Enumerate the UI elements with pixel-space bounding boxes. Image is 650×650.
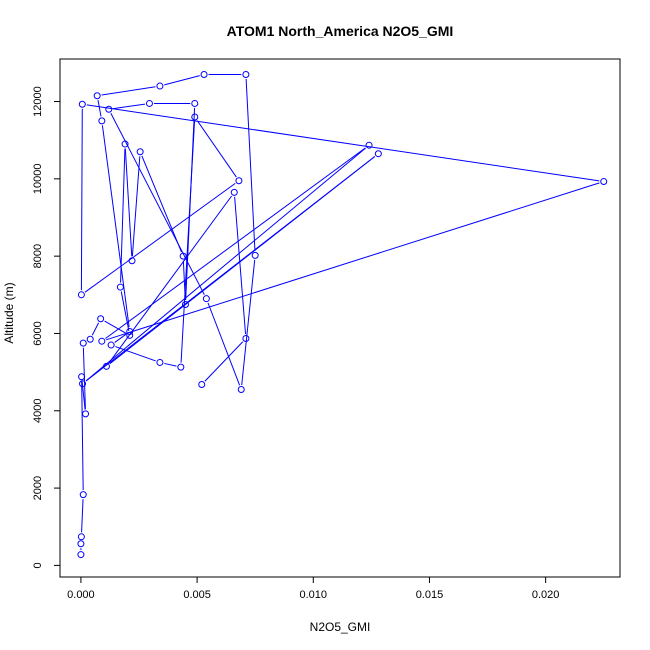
series-segment [81, 381, 86, 410]
series-segment [120, 148, 126, 283]
series-segment [113, 103, 146, 110]
series-segment [105, 147, 366, 339]
series-lines [80, 73, 600, 551]
data-point [126, 331, 134, 339]
y-tick-label: 2000 [32, 476, 44, 500]
series-segment [105, 182, 600, 341]
data-point [93, 92, 101, 100]
data-point [191, 113, 199, 121]
data-point [78, 373, 86, 381]
series-segment [164, 362, 177, 367]
y-axis-label: Altitude (m) [2, 282, 16, 343]
series-segment [81, 499, 84, 533]
data-point [79, 491, 87, 499]
series-segment [141, 155, 182, 253]
x-tick-label: 0.015 [416, 589, 444, 601]
series-segment [120, 291, 130, 332]
data-point [237, 386, 245, 394]
data-point [79, 380, 87, 388]
y-tick-label: 0 [32, 562, 44, 568]
series-segment [196, 120, 237, 178]
data-point [86, 335, 94, 343]
series-segment [80, 108, 83, 291]
data-point [191, 99, 199, 107]
x-tick-label: 0.020 [532, 589, 560, 601]
x-tick-label: 0.000 [67, 589, 95, 601]
data-point [77, 533, 85, 541]
data-point [600, 178, 608, 186]
series-segment [207, 302, 241, 386]
series-segment [115, 346, 156, 362]
series-segment [131, 156, 141, 257]
series-segment [101, 86, 156, 96]
data-point [107, 341, 115, 349]
data-point [251, 251, 259, 259]
data-point [77, 551, 85, 559]
data-point [105, 105, 113, 113]
data-point [136, 148, 144, 156]
plot-frame [59, 58, 621, 578]
data-point [179, 252, 187, 260]
series-segment [164, 75, 200, 86]
data-point [156, 358, 164, 366]
data-point [198, 380, 206, 388]
series-segment [104, 320, 127, 334]
series-segment [114, 333, 127, 343]
data-point [374, 150, 382, 158]
x-axis-label: N2O5_GMI [310, 620, 371, 634]
data-point [78, 100, 86, 108]
data-point [200, 70, 208, 78]
data-point [235, 177, 243, 185]
data-point [77, 291, 85, 299]
data-point [365, 141, 373, 149]
series-segment [204, 341, 244, 382]
series-segment [85, 147, 366, 382]
series-segment [110, 113, 205, 295]
data-point [145, 99, 153, 107]
data-point [116, 283, 124, 291]
data-point [102, 362, 110, 370]
data-point [97, 315, 105, 323]
y-tick-label: 10000 [32, 164, 44, 195]
data-point [177, 363, 185, 371]
y-tick-label: 6000 [32, 321, 44, 345]
x-tick-label: 0.005 [183, 589, 211, 601]
series-segment [245, 78, 256, 251]
data-point [202, 295, 210, 303]
series-segment [180, 121, 196, 363]
series-segment [101, 125, 130, 328]
data-point [98, 117, 106, 125]
data-point [242, 334, 250, 342]
chart-title: ATOM1 North_America N2O5_GMI [227, 23, 454, 39]
data-point [98, 337, 106, 345]
series-segment [86, 104, 600, 182]
data-point [242, 70, 250, 78]
series-segment [81, 381, 84, 491]
data-point [128, 257, 136, 265]
series-points [77, 70, 608, 559]
series-segment [109, 156, 376, 364]
series-segment [124, 148, 133, 257]
data-point [181, 300, 189, 308]
series-segment [97, 100, 102, 117]
series-segment [91, 322, 100, 336]
data-point [230, 188, 238, 196]
data-point [121, 140, 129, 148]
y-tick-label: 12000 [32, 86, 44, 117]
series-segment [241, 259, 256, 386]
data-point [82, 410, 90, 418]
data-point [156, 82, 164, 90]
y-tick-label: 8000 [32, 244, 44, 268]
series-segment [234, 196, 247, 335]
data-point [126, 328, 134, 336]
y-tick-label: 4000 [32, 399, 44, 423]
series-segment [84, 183, 236, 293]
data-point [79, 339, 87, 347]
data-point [77, 540, 85, 548]
x-tick-label: 0.010 [300, 589, 328, 601]
